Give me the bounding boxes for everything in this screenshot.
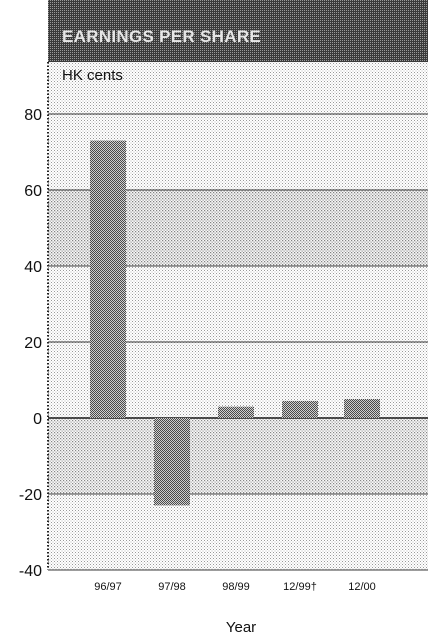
x-tick-label-1: 97/98 [158, 581, 186, 593]
bar-3 [282, 400, 318, 418]
x-axis-label: Year [226, 619, 256, 636]
x-tick-labels: 96/97 97/98 98/99 12/99† 12/00 [94, 581, 376, 593]
bar-2 [218, 406, 254, 418]
y-tick-label-0: -40 [19, 563, 42, 580]
unit-label: HK cents [62, 67, 123, 84]
y-tick-label-4: 40 [24, 259, 42, 276]
bars [90, 140, 380, 506]
title-band [48, 0, 428, 62]
x-tick-label-3: 12/99† [283, 581, 317, 593]
y-tick-label-2: 0 [33, 411, 42, 428]
bar-4 [344, 399, 380, 418]
bar-0 [90, 140, 126, 418]
y-tick-label-5: 60 [24, 183, 42, 200]
x-tick-label-4: 12/00 [348, 581, 376, 593]
y-tick-label-3: 20 [24, 335, 42, 352]
plot-band-neg [48, 418, 428, 494]
y-tick-labels: -40 -20 0 20 40 60 80 [19, 107, 42, 580]
bar-1 [154, 418, 190, 506]
x-tick-label-2: 98/99 [222, 581, 250, 593]
y-tick-label-6: 80 [24, 107, 42, 124]
x-tick-label-0: 96/97 [94, 581, 122, 593]
y-tick-label-1: -20 [19, 487, 42, 504]
chart-title: EARNINGS PER SHARE [62, 27, 261, 46]
